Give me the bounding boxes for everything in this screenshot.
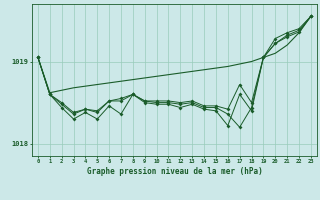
X-axis label: Graphe pression niveau de la mer (hPa): Graphe pression niveau de la mer (hPa): [86, 167, 262, 176]
